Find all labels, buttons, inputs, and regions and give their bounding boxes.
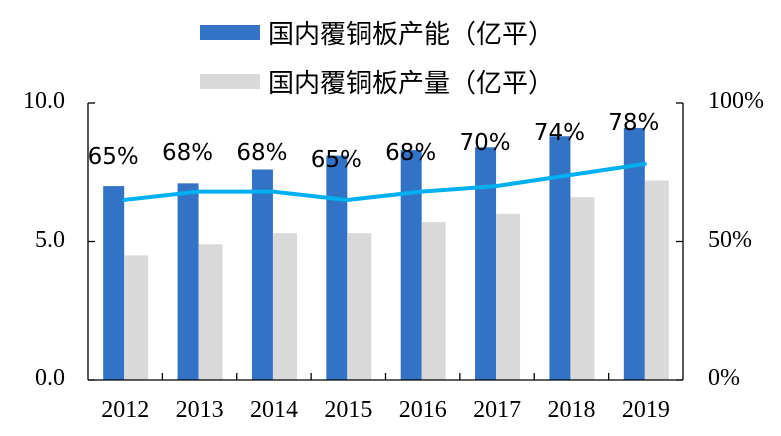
bar-capacity-2012 [103, 186, 125, 380]
x-tick-label: 2019 [621, 397, 670, 423]
left-tick-label: 5.0 [35, 226, 65, 253]
right-tick-label: 100% [708, 88, 764, 114]
data-label: 68% [236, 140, 288, 166]
data-label: 65% [87, 144, 139, 170]
data-label: 74% [533, 120, 585, 146]
left-tick-label: 0.0 [35, 365, 65, 391]
bar-capacity-2017 [475, 147, 497, 380]
data-label: 68% [385, 140, 437, 166]
bar-capacity-2018 [549, 136, 571, 380]
legend-item-output: 国内覆铜板产量（亿平） [200, 63, 554, 100]
bar-capacity-2015 [326, 155, 348, 380]
x-tick-label: 2012 [101, 397, 150, 423]
legend-item-capacity: 国内覆铜板产能（亿平） [200, 14, 554, 51]
data-label: 70% [459, 130, 511, 156]
right-tick-label: 50% [708, 226, 752, 253]
legend-label-output: 国内覆铜板产量（亿平） [268, 69, 555, 99]
x-tick-label: 2013 [175, 397, 224, 423]
data-label: 78% [608, 110, 660, 136]
bar-output-2018 [570, 197, 595, 380]
bar-output-2019 [644, 180, 669, 380]
bar-output-2016 [421, 222, 446, 380]
bar-capacity-2014 [251, 169, 273, 380]
x-tick-label: 2015 [324, 397, 373, 423]
right-tick-label: 0% [708, 365, 740, 391]
legend-swatch-capacity [200, 25, 260, 40]
data-label: 65% [310, 147, 362, 173]
bar-capacity-2013 [177, 183, 199, 380]
x-tick-label: 2014 [249, 397, 298, 423]
data-label: 68% [162, 140, 214, 166]
utilization-line [122, 161, 647, 202]
bar-output-2015 [347, 233, 372, 380]
bar-output-2012 [124, 255, 149, 380]
x-tick-label: 2017 [473, 397, 522, 423]
bar-output-2017 [496, 213, 521, 380]
legend-label-capacity: 国内覆铜板产能（亿平） [268, 20, 555, 50]
x-tick-label: 2018 [547, 397, 596, 423]
left-tick-label: 10.0 [23, 88, 65, 114]
bar-output-2013 [198, 244, 223, 380]
bar-capacity-2016 [400, 150, 422, 380]
legend-swatch-output [200, 74, 260, 89]
bar-capacity-2019 [623, 127, 645, 381]
x-tick-label: 2016 [398, 397, 447, 423]
bar-output-2014 [272, 233, 297, 380]
